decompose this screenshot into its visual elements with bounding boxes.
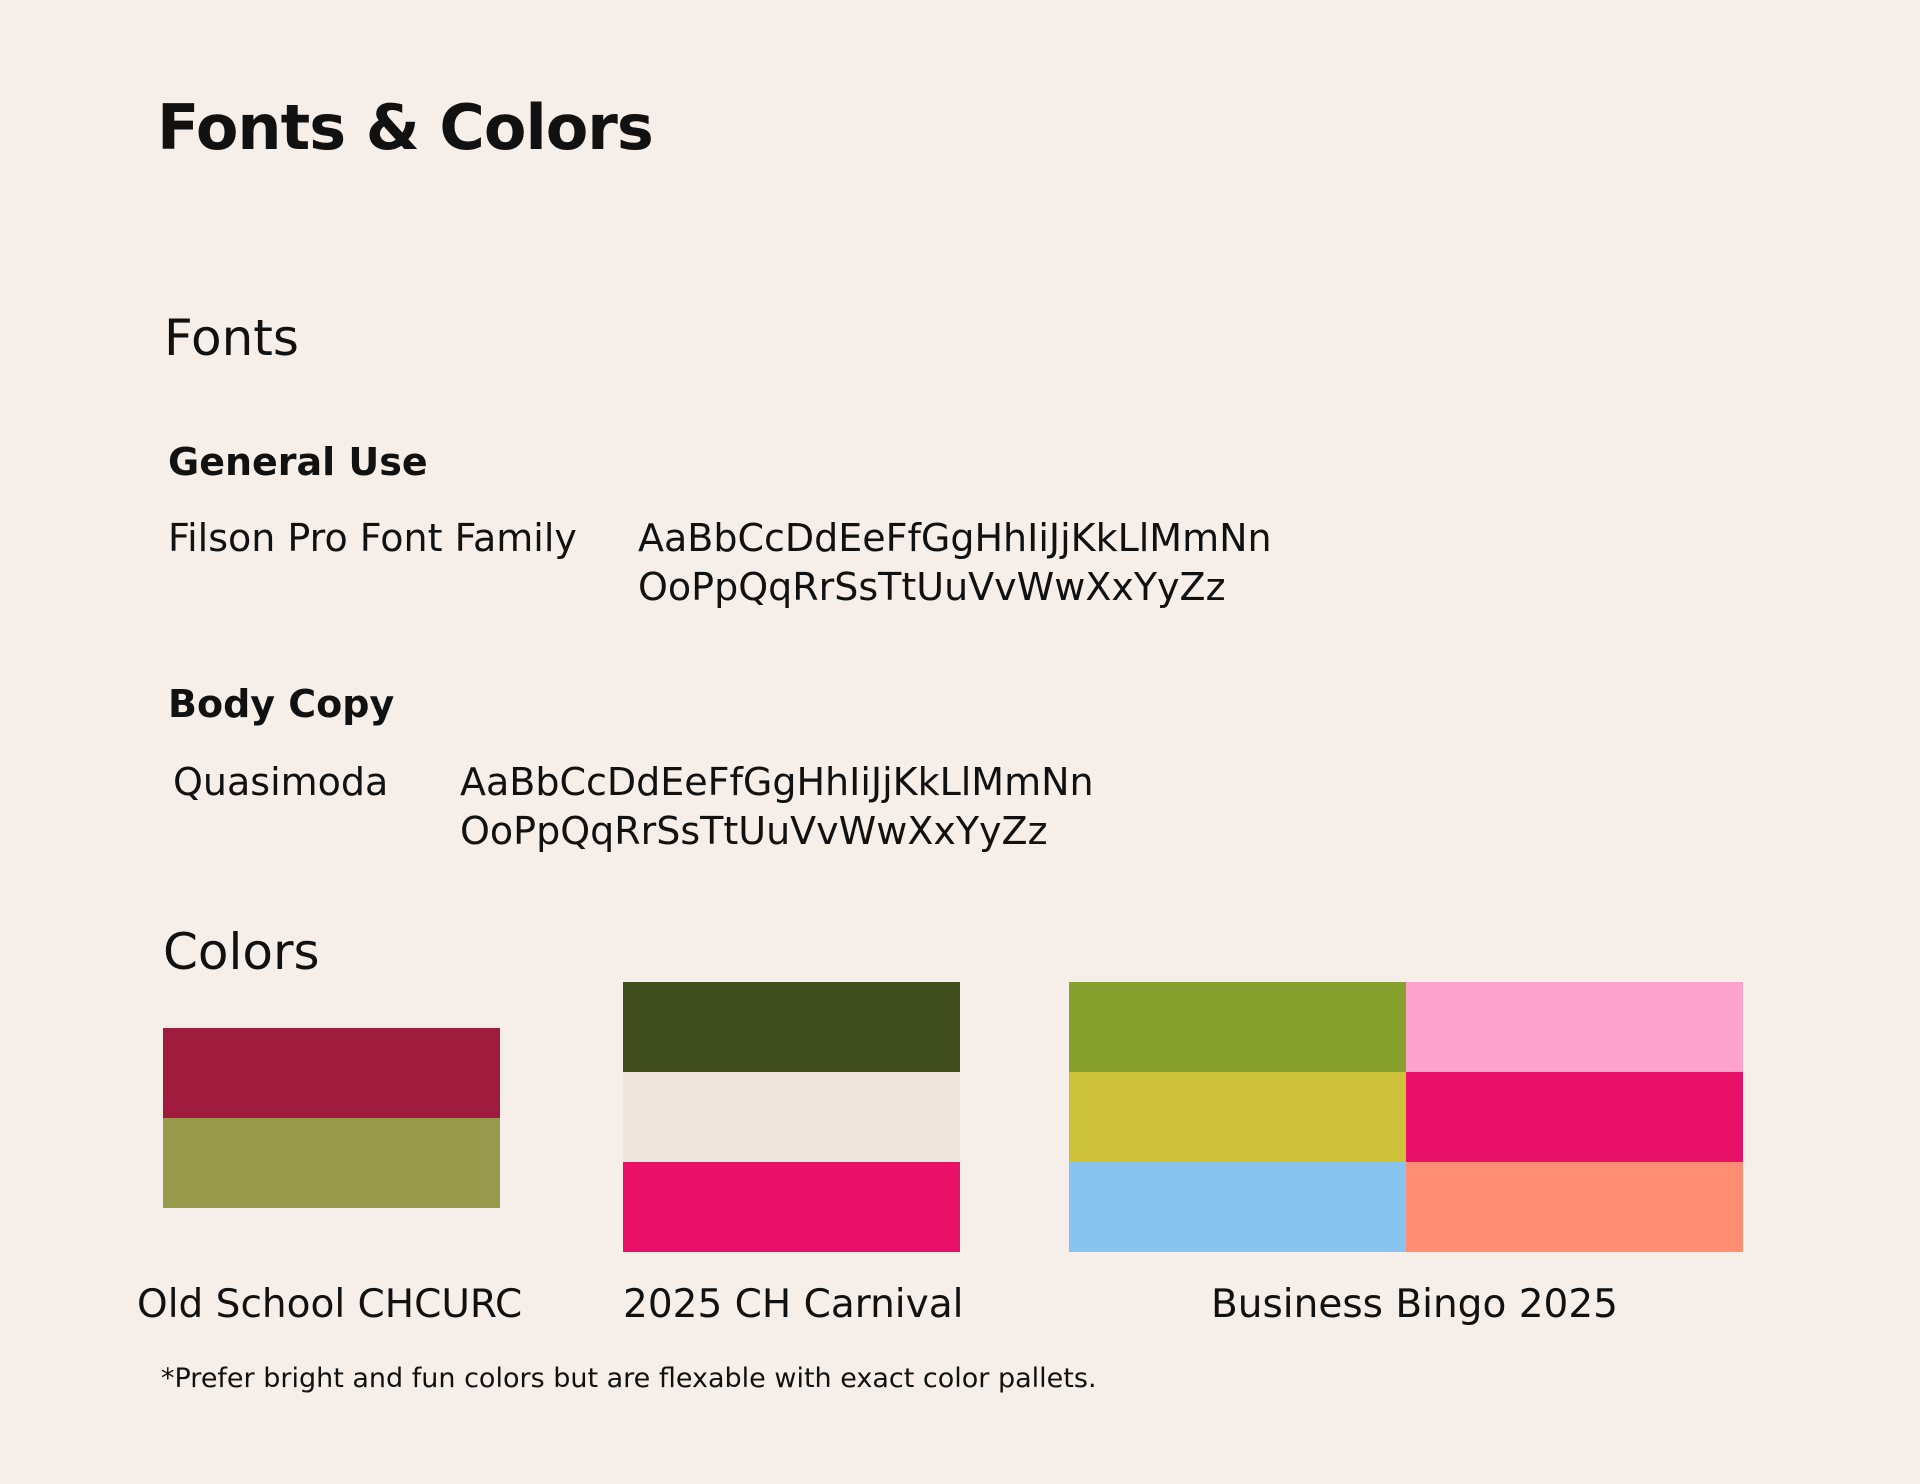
- sample-line-2: OoPpQqRrSsTtUuVvWwXxYyZz: [460, 809, 1048, 853]
- body-copy-font-name: Quasimoda: [173, 760, 389, 804]
- palette-label-business-bingo-2025: Business Bingo 2025: [1211, 1282, 1618, 1327]
- palette-2025-ch-carnival: [623, 982, 960, 1252]
- sample-line-2: OoPpQqRrSsTtUuVvWwXxYyZz: [638, 565, 1226, 609]
- palette-label-old-school-chcurc: Old School CHCURC: [137, 1282, 523, 1327]
- sample-line-1: AaBbCcDdEeFfGgHhIiJjKkLlMmNn: [638, 516, 1272, 560]
- color-swatch: [623, 1072, 960, 1162]
- color-swatch: [1406, 1072, 1743, 1162]
- footnote: *Prefer bright and fun colors but are fl…: [161, 1363, 1097, 1394]
- body-copy-label: Body Copy: [168, 682, 395, 726]
- body-copy-alphabet-sample: AaBbCcDdEeFfGgHhIiJjKkLlMmNn OoPpQqRrSsT…: [460, 758, 1094, 856]
- color-swatch: [163, 1028, 500, 1118]
- color-swatch: [1069, 1162, 1406, 1252]
- palette-business-bingo-2025: [1069, 982, 1743, 1252]
- palette-old-school-chcurc: [163, 1028, 500, 1208]
- color-swatch: [1069, 1072, 1406, 1162]
- color-swatch: [623, 982, 960, 1072]
- color-swatch: [1069, 982, 1406, 1072]
- general-use-label: General Use: [168, 440, 428, 484]
- palette-label-2025-ch-carnival: 2025 CH Carnival: [623, 1282, 964, 1327]
- fonts-heading: Fonts: [164, 309, 299, 367]
- general-use-alphabet-sample: AaBbCcDdEeFfGgHhIiJjKkLlMmNn OoPpQqRrSsT…: [638, 514, 1272, 612]
- sample-line-1: AaBbCcDdEeFfGgHhIiJjKkLlMmNn: [460, 760, 1094, 804]
- color-swatch: [623, 1162, 960, 1252]
- colors-heading: Colors: [163, 923, 320, 981]
- color-swatch: [163, 1118, 500, 1208]
- color-swatch: [1406, 982, 1743, 1072]
- page-title: Fonts & Colors: [157, 91, 654, 164]
- general-use-font-name: Filson Pro Font Family: [168, 516, 577, 560]
- color-swatch: [1406, 1162, 1743, 1252]
